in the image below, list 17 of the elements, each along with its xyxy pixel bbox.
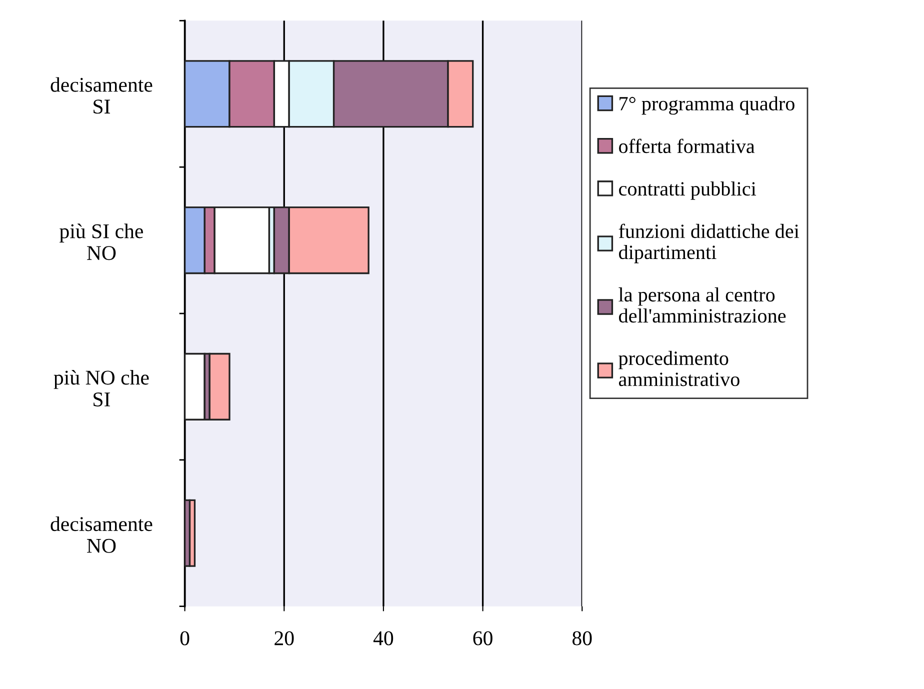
legend-label: funzioni didattiche dei dipartimenti <box>618 224 800 264</box>
x-tick-label: 20 <box>274 631 294 646</box>
x-tick-label: 60 <box>473 631 492 646</box>
y-tick-label: più SI che NO <box>60 224 143 260</box>
y-tick-label: decisamente NO <box>50 516 152 553</box>
x-tick-label: 0 <box>180 631 190 646</box>
legend-label: contratti pubblici <box>619 181 756 200</box>
y-tick-label: decisamente SI <box>50 77 152 114</box>
legend-label: 7° programma quadro <box>620 96 794 115</box>
bar <box>184 352 206 420</box>
y-tick-label: più NO che SI <box>54 370 149 406</box>
legend-label: offerta formativa <box>619 138 755 154</box>
x-tick-label: 80 <box>572 631 592 646</box>
legend-label: la persona al centro dell'amministrazione <box>618 287 786 323</box>
x-tick-label: 40 <box>373 631 394 646</box>
legend-label: procedimento amministrativo <box>618 350 740 386</box>
bar <box>188 499 196 567</box>
